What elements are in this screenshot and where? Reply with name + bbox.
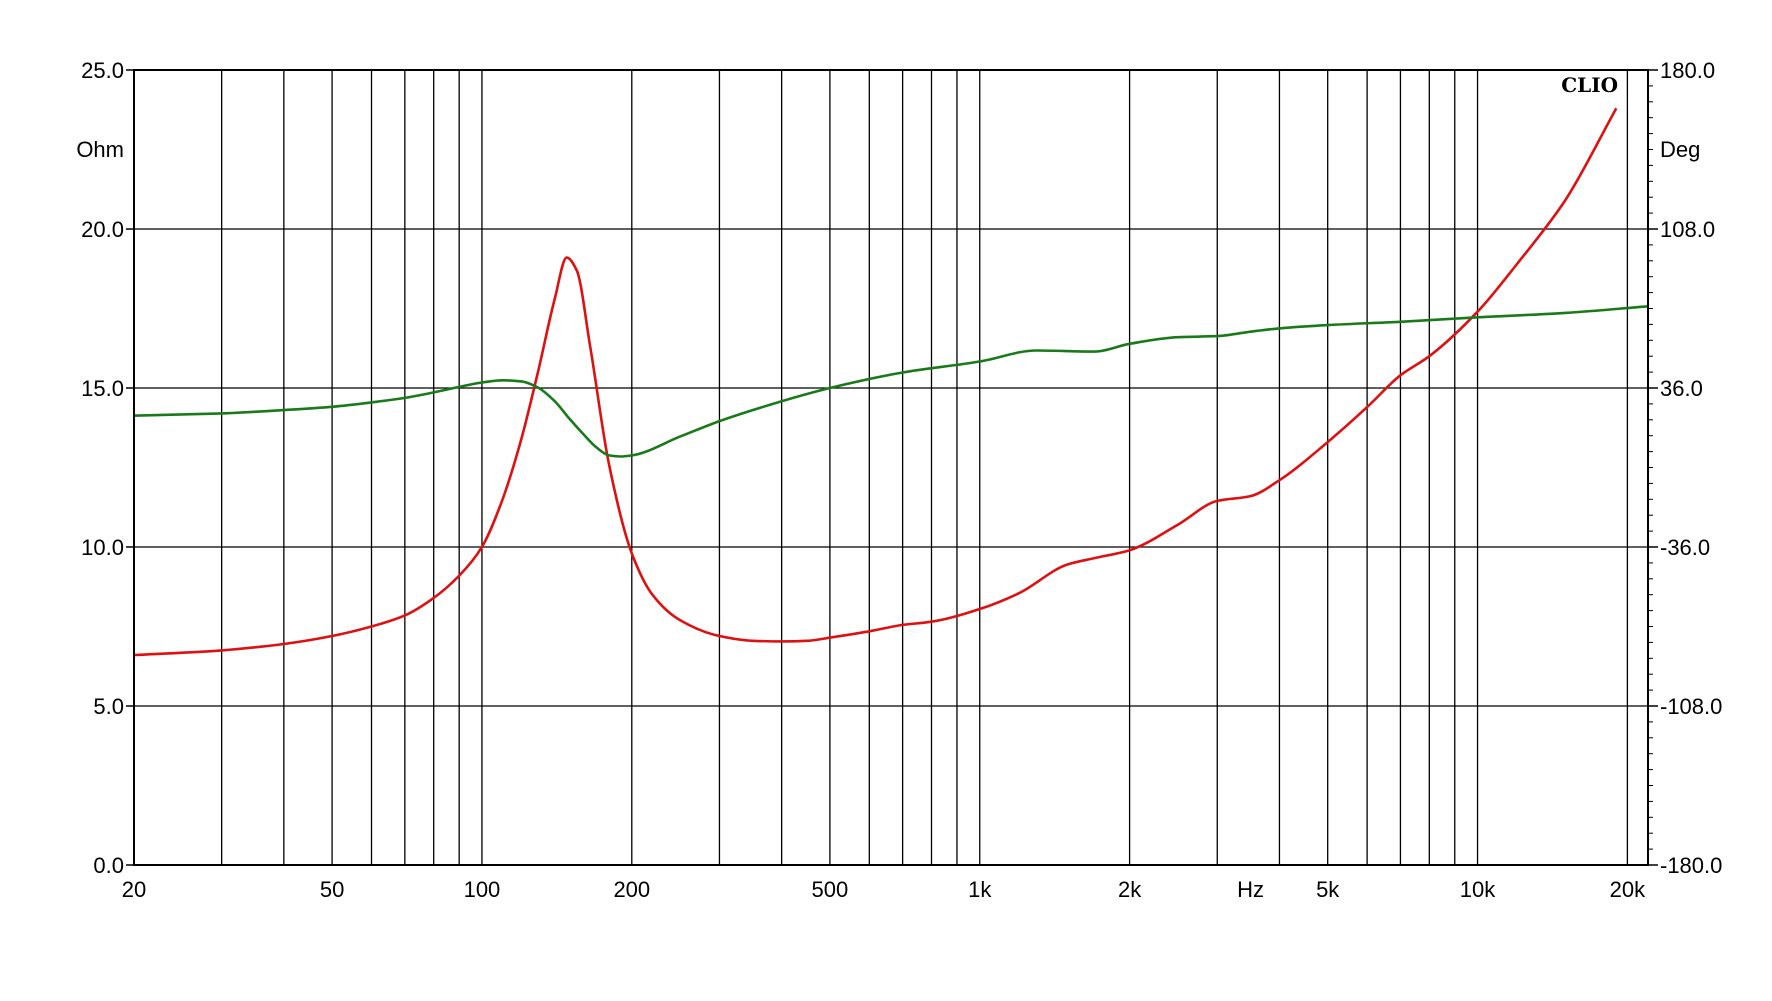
y-tick-label: 5.0 bbox=[93, 694, 124, 719]
x-tick-label: 500 bbox=[812, 877, 849, 902]
x-tick-label: 100 bbox=[464, 877, 501, 902]
x-tick-label: 1k bbox=[968, 877, 992, 902]
axis-labels: 20 50 100 200 500 1k 2k 5k 10k 20k 0.0 5.0 10.0 15.0 2… bbox=[81, 58, 1722, 902]
x-tick-label: 200 bbox=[613, 877, 650, 902]
y2-tick-label: 108.0 bbox=[1660, 217, 1715, 242]
x-axis-label: Hz bbox=[1237, 877, 1264, 902]
x-tick-label: 2k bbox=[1118, 877, 1142, 902]
y2-tick-label: 36.0 bbox=[1660, 376, 1703, 401]
grid bbox=[126, 69, 1658, 866]
y2-tick-label: -180.0 bbox=[1660, 853, 1722, 878]
y-tick-label: 25.0 bbox=[81, 58, 124, 83]
y-axis-label: Ohm bbox=[76, 137, 124, 162]
impedance-trace bbox=[133, 107, 1618, 657]
y-tick-label: 10.0 bbox=[81, 535, 124, 560]
x-tick-label: 10k bbox=[1460, 877, 1496, 902]
traces bbox=[133, 107, 1649, 657]
x-tick-label: 20 bbox=[122, 877, 146, 902]
y-tick-label: 15.0 bbox=[81, 376, 124, 401]
y-tick-label: 0.0 bbox=[93, 853, 124, 878]
y2-tick-label: -36.0 bbox=[1660, 535, 1710, 560]
phase-trace bbox=[133, 305, 1649, 458]
y2-tick-label: -108.0 bbox=[1660, 694, 1722, 719]
y2-axis-label: Deg bbox=[1660, 137, 1700, 162]
x-tick-label: 5k bbox=[1316, 877, 1340, 902]
brand-logo: CLIO bbox=[1561, 73, 1618, 97]
x-tick-label: 50 bbox=[320, 877, 344, 902]
plot-frame bbox=[133, 69, 1649, 866]
x-tick-label: 20k bbox=[1610, 877, 1646, 902]
y2-tick-label: 180.0 bbox=[1660, 58, 1715, 83]
y-tick-label: 20.0 bbox=[81, 217, 124, 242]
